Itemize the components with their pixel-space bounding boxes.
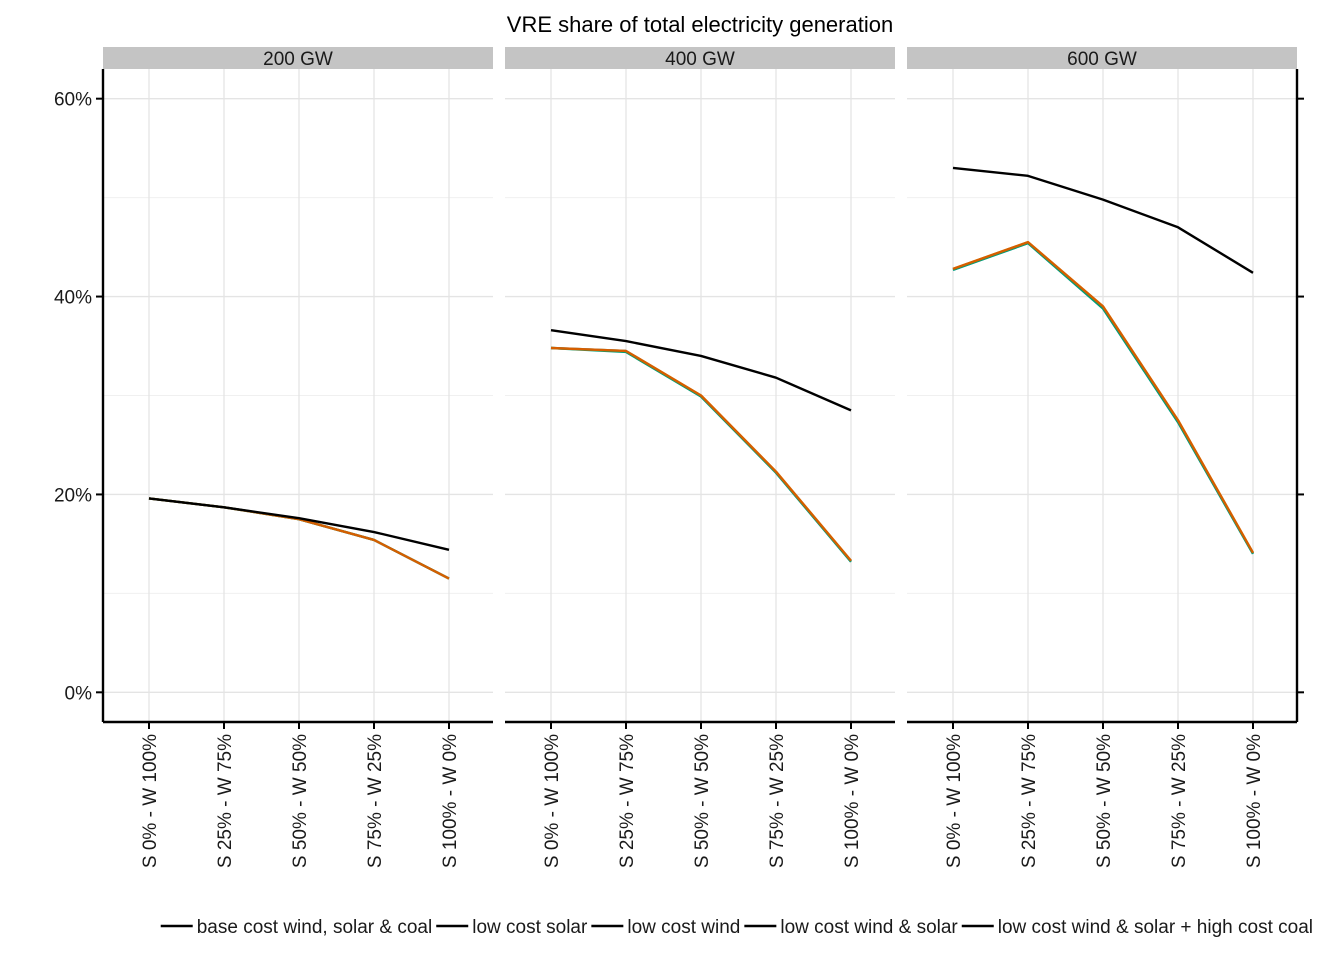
x-tick-label: S 0% - W 100% xyxy=(140,734,161,868)
legend-label: low cost solar xyxy=(472,917,588,938)
x-tick-label: S 75% - W 25% xyxy=(1169,734,1190,868)
facet-panel: 600 GW S 0% - W 100% S 25% - W 75% S 50% - … xyxy=(907,47,1304,868)
y-tick-label: 60% xyxy=(54,90,92,111)
x-tick-label: S 75% - W 25% xyxy=(365,734,386,868)
facet-strip xyxy=(505,47,895,69)
chart-title: VRE share of total electricity generatio… xyxy=(507,12,893,37)
facet-strip xyxy=(103,47,493,69)
x-tick-label: S 50% - W 50% xyxy=(1094,734,1115,868)
facet-panel: 400 GW S 0% - W 100% S 25% - W 75% S 50% - … xyxy=(505,47,895,868)
x-tick-label: S 50% - W 50% xyxy=(290,734,311,868)
x-tick-label: S 25% - W 75% xyxy=(617,734,638,868)
y-tick-label: 0% xyxy=(65,683,93,704)
x-tick-label: S 25% - W 75% xyxy=(1019,734,1040,868)
facet-label: 600 GW xyxy=(1067,49,1137,70)
legend-label: base cost wind, solar & coal xyxy=(197,917,433,938)
x-tick-label: S 0% - W 100% xyxy=(542,734,563,868)
x-tick-label: S 25% - W 75% xyxy=(215,734,236,868)
series-line xyxy=(952,240,1255,554)
x-tick-label: S 0% - W 100% xyxy=(944,734,965,868)
x-tick-label: S 100% - W 0% xyxy=(1244,734,1265,868)
x-tick-label: S 100% - W 0% xyxy=(842,734,863,868)
x-tick-label: S 75% - W 25% xyxy=(767,734,788,868)
facet-strip xyxy=(907,47,1297,69)
facet-panel: 200 GW S 0% - W 100% S 25% - W 75% S 50% - … xyxy=(54,47,493,868)
y-tick-label: 40% xyxy=(54,288,92,309)
legend-label: low cost wind & solar + high cost coal xyxy=(998,917,1313,938)
series-line xyxy=(952,166,1254,274)
facet-panels: 200 GW S 0% - W 100% S 25% - W 75% S 50% - … xyxy=(54,47,1304,868)
series-line xyxy=(550,329,852,412)
facet-label: 400 GW xyxy=(665,49,735,70)
facet-label: 200 GW xyxy=(263,49,333,70)
series-line xyxy=(148,497,450,552)
y-tick-label: 20% xyxy=(54,485,92,506)
legend: base cost wind, solar & coal low cost sol… xyxy=(160,917,1313,938)
x-tick-label: S 50% - W 50% xyxy=(692,734,713,868)
series-line xyxy=(550,346,852,562)
x-tick-label: S 100% - W 0% xyxy=(440,734,461,868)
legend-label: low cost wind & solar xyxy=(780,917,958,938)
legend-label: low cost wind xyxy=(627,917,740,938)
